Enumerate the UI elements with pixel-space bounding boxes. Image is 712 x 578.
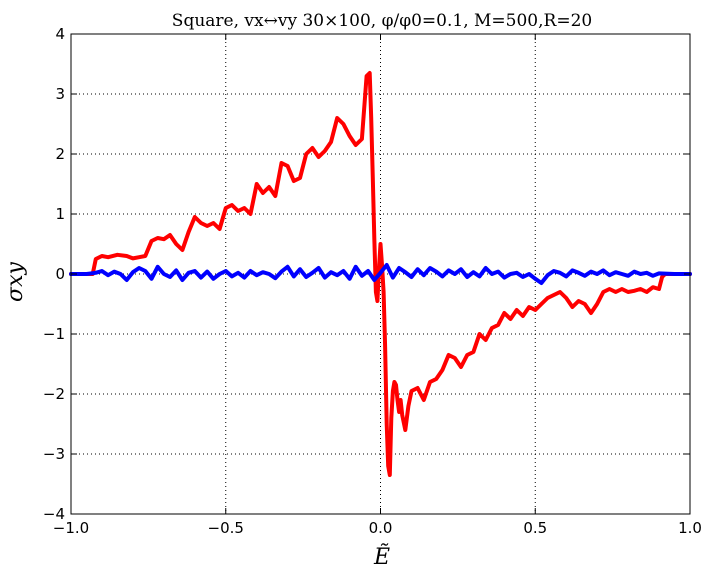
chart-title: Square, vx↔vy 30×100, φ/φ0=0.1, M=500,R=… [172,11,592,31]
y-tick-label: 0 [55,265,65,283]
tick-labels: −1.0 −0.5 0.0 0.5 1.0 4 3 2 1 0 −1 −2 −3 −4 [43,25,702,537]
y-tick-label: 2 [55,145,65,163]
y-tick-label: 4 [55,25,65,43]
y-tick-label: −4 [43,505,65,523]
series-group [69,71,692,477]
tick-marks [70,33,691,515]
y-tick-label: −2 [43,385,65,403]
series-line-blue [69,263,692,285]
x-tick-label: 0.5 [523,519,547,537]
y-tick-label: 3 [55,85,65,103]
x-tick-label: −1.0 [53,519,89,537]
x-tick-label: 0.0 [369,519,393,537]
y-axis-label: σxy [3,262,28,302]
x-axis-label: Ẽ [373,542,390,570]
y-tick-label: −1 [43,325,65,343]
y-tick-label: 1 [55,205,65,223]
y-tick-label: −3 [43,445,65,463]
series-line-red [69,71,692,477]
x-tick-label: 1.0 [678,519,702,537]
x-tick-label: −0.5 [208,519,244,537]
